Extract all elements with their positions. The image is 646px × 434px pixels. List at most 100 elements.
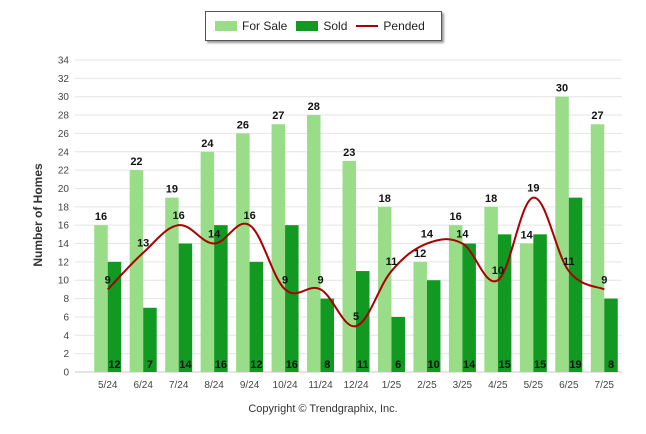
data-label-pended: 14 xyxy=(456,229,469,241)
bar-for-sale xyxy=(590,124,605,372)
data-label-for-sale: 26 xyxy=(237,119,249,131)
data-label-sold: 14 xyxy=(179,359,192,371)
chart-legend: For Sale Sold Pended xyxy=(205,11,442,41)
y-tick-label: 30 xyxy=(58,92,70,103)
y-tick-label: 10 xyxy=(58,276,70,287)
data-label-for-sale: 14 xyxy=(520,230,533,242)
legend-label-pended: Pended xyxy=(383,19,425,33)
y-tick-label: 26 xyxy=(58,129,70,140)
data-label-sold: 7 xyxy=(147,359,153,371)
bar-for-sale xyxy=(484,206,498,372)
legend-item-for-sale[interactable]: For Sale xyxy=(215,19,287,33)
data-label-sold: 15 xyxy=(498,359,510,371)
data-label-for-sale: 12 xyxy=(414,248,426,260)
x-tick-label: 4/25 xyxy=(488,380,508,391)
data-label-pended: 13 xyxy=(137,238,149,250)
data-label-pended: 14 xyxy=(208,229,221,241)
y-tick-label: 4 xyxy=(63,331,69,342)
x-tick-label: 7/25 xyxy=(595,380,615,391)
bar-for-sale xyxy=(413,261,427,372)
y-tick-label: 34 xyxy=(58,56,70,67)
bar-sold xyxy=(426,280,441,372)
legend-item-pended[interactable]: Pended xyxy=(356,19,425,33)
data-label-for-sale: 18 xyxy=(485,193,497,205)
data-label-for-sale: 19 xyxy=(166,184,178,196)
data-label-for-sale: 28 xyxy=(308,101,320,113)
bar-for-sale xyxy=(377,206,392,372)
data-label-sold: 15 xyxy=(534,359,546,371)
y-tick-label: 0 xyxy=(63,368,69,379)
legend-line-pended xyxy=(356,25,379,27)
bar-for-sale xyxy=(94,225,108,372)
data-label-sold: 12 xyxy=(108,359,120,371)
bar-for-sale xyxy=(129,170,144,372)
data-label-sold: 6 xyxy=(395,359,401,371)
data-label-for-sale: 23 xyxy=(343,147,355,159)
bar-sold xyxy=(462,243,476,372)
data-label-pended: 16 xyxy=(173,210,185,222)
bar-for-sale xyxy=(200,151,215,372)
bar-for-sale xyxy=(448,225,463,372)
y-tick-label: 2 xyxy=(63,349,69,360)
data-label-pended: 19 xyxy=(527,183,539,195)
data-label-for-sale: 24 xyxy=(201,138,214,150)
data-label-pended: 5 xyxy=(353,311,359,323)
data-label-for-sale: 16 xyxy=(450,211,462,223)
data-label-sold: 8 xyxy=(608,359,614,371)
data-label-sold: 16 xyxy=(286,359,298,371)
y-tick-label: 28 xyxy=(58,111,70,122)
x-tick-label: 9/24 xyxy=(240,380,260,391)
copyright-text: Copyright © Trendgraphix, Inc. xyxy=(248,403,398,415)
legend-swatch-sold xyxy=(296,21,319,31)
bar-for-sale xyxy=(236,133,250,372)
bar-for-sale xyxy=(271,124,286,372)
bar-for-sale xyxy=(555,96,569,373)
data-label-sold: 14 xyxy=(463,359,476,371)
data-label-sold: 16 xyxy=(215,359,227,371)
y-tick-label: 12 xyxy=(58,257,70,268)
y-tick-label: 14 xyxy=(58,239,70,250)
y-tick-label: 20 xyxy=(58,184,70,195)
bar-sold xyxy=(285,225,299,372)
bar-for-sale xyxy=(519,243,534,372)
x-tick-label: 6/25 xyxy=(559,380,579,391)
x-tick-label: 5/25 xyxy=(524,380,544,391)
bar-sold xyxy=(497,234,512,372)
legend-swatch-for-sale xyxy=(215,21,237,31)
data-label-for-sale: 27 xyxy=(272,110,284,122)
legend-item-sold[interactable]: Sold xyxy=(296,19,347,33)
y-tick-label: 16 xyxy=(58,221,70,232)
data-label-pended: 9 xyxy=(601,274,607,286)
y-tick-label: 24 xyxy=(58,147,70,158)
bar-for-sale xyxy=(307,115,321,372)
bar-sold xyxy=(143,307,157,372)
bar-sold xyxy=(604,298,618,372)
bar-sold xyxy=(214,225,228,372)
data-label-pended: 9 xyxy=(105,274,111,286)
x-tick-label: 2/25 xyxy=(417,380,437,391)
legend-label-sold: Sold xyxy=(323,19,348,33)
data-label-pended: 14 xyxy=(421,229,434,241)
x-tick-label: 5/24 xyxy=(98,380,118,391)
data-label-for-sale: 18 xyxy=(379,193,391,205)
data-label-sold: 8 xyxy=(324,359,330,371)
bar-sold xyxy=(107,261,122,372)
data-label-sold: 11 xyxy=(357,359,369,371)
bar-sold xyxy=(568,197,583,372)
x-tick-label: 8/24 xyxy=(204,380,224,391)
bar-for-sale xyxy=(165,197,179,372)
legend-label-for-sale: For Sale xyxy=(242,19,288,33)
data-label-for-sale: 22 xyxy=(130,156,142,168)
x-tick-label: 12/24 xyxy=(343,380,368,391)
data-label-sold: 12 xyxy=(250,359,262,371)
data-label-pended: 10 xyxy=(492,265,504,277)
data-label-pended: 9 xyxy=(317,274,323,286)
data-label-sold: 19 xyxy=(569,359,581,371)
y-tick-label: 22 xyxy=(58,166,70,177)
data-label-sold: 10 xyxy=(428,359,440,371)
pended-line xyxy=(107,196,605,328)
y-tick-label: 8 xyxy=(63,294,69,305)
bar-for-sale xyxy=(342,160,356,372)
data-label-pended: 11 xyxy=(386,256,398,268)
